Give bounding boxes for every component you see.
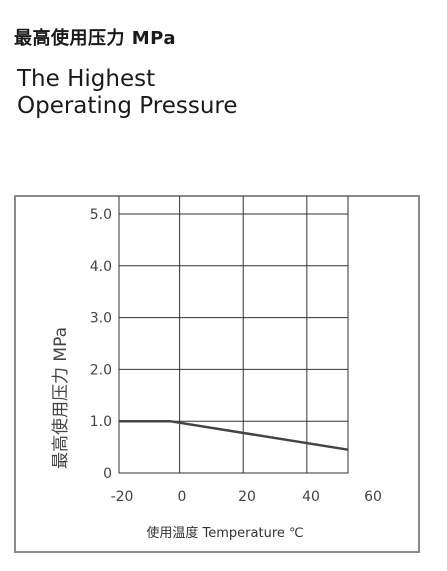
y-axis-label: 最高使用压力 MPa bbox=[50, 327, 71, 469]
y-tick-label: 5.0 bbox=[90, 207, 112, 223]
x-tick-label: 40 bbox=[302, 489, 320, 505]
series-line bbox=[119, 419, 349, 451]
y-tick-label: 0 bbox=[103, 466, 112, 482]
page-title-en: The Highest Operating Pressure bbox=[17, 66, 317, 120]
page-title-cn: 最高使用压力 MPa bbox=[14, 28, 177, 49]
chart-series bbox=[119, 419, 349, 451]
y-tick-label: 2.0 bbox=[90, 362, 112, 378]
x-tick-label: 60 bbox=[364, 489, 382, 505]
plot-area-border bbox=[118, 213, 349, 474]
x-tick-labels: -20 0 20 40 60 bbox=[111, 489, 382, 505]
chart-frame bbox=[14, 195, 420, 553]
x-tick-label: -20 bbox=[111, 489, 134, 505]
y-tick-label: 1.0 bbox=[90, 414, 112, 430]
x-axis-label: 使用温度 Temperature ℃ bbox=[146, 525, 303, 541]
y-tick-label: 4.0 bbox=[90, 259, 112, 275]
y-tick-label: 3.0 bbox=[90, 311, 112, 327]
title-en-line-1: The Highest bbox=[17, 66, 156, 92]
x-tick-label: 20 bbox=[238, 489, 256, 505]
y-tick-labels: 0 1.0 2.0 3.0 4.0 5.0 bbox=[90, 207, 112, 482]
x-tick-label: 0 bbox=[178, 489, 187, 505]
title-en-line-2: Operating Pressure bbox=[17, 93, 238, 119]
chart-grid bbox=[118, 196, 349, 474]
